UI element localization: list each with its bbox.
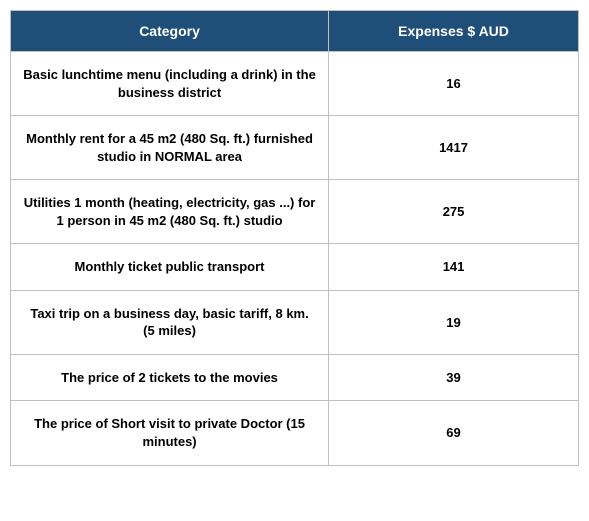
cell-category: The price of Short visit to private Doct… <box>11 401 329 465</box>
table-row: The price of Short visit to private Doct… <box>11 401 579 465</box>
col-header-expenses: Expenses $ AUD <box>329 11 579 52</box>
expenses-table: Category Expenses $ AUD Basic lunchtime … <box>10 10 579 466</box>
cell-category: Utilities 1 month (heating, electricity,… <box>11 180 329 244</box>
table-row: Monthly ticket public transport 141 <box>11 244 579 291</box>
table-row: Basic lunchtime menu (including a drink)… <box>11 52 579 116</box>
table-row: Monthly rent for a 45 m2 (480 Sq. ft.) f… <box>11 116 579 180</box>
cell-expense: 69 <box>329 401 579 465</box>
cell-category: Monthly rent for a 45 m2 (480 Sq. ft.) f… <box>11 116 329 180</box>
cell-expense: 16 <box>329 52 579 116</box>
cell-category: Monthly ticket public transport <box>11 244 329 291</box>
cell-category: Taxi trip on a business day, basic tarif… <box>11 290 329 354</box>
col-header-category: Category <box>11 11 329 52</box>
cell-category: The price of 2 tickets to the movies <box>11 354 329 401</box>
cell-expense: 275 <box>329 180 579 244</box>
cell-expense: 39 <box>329 354 579 401</box>
cell-category: Basic lunchtime menu (including a drink)… <box>11 52 329 116</box>
cell-expense: 19 <box>329 290 579 354</box>
table-header-row: Category Expenses $ AUD <box>11 11 579 52</box>
table-row: Utilities 1 month (heating, electricity,… <box>11 180 579 244</box>
table-row: Taxi trip on a business day, basic tarif… <box>11 290 579 354</box>
cell-expense: 141 <box>329 244 579 291</box>
table-row: The price of 2 tickets to the movies 39 <box>11 354 579 401</box>
cell-expense: 1417 <box>329 116 579 180</box>
